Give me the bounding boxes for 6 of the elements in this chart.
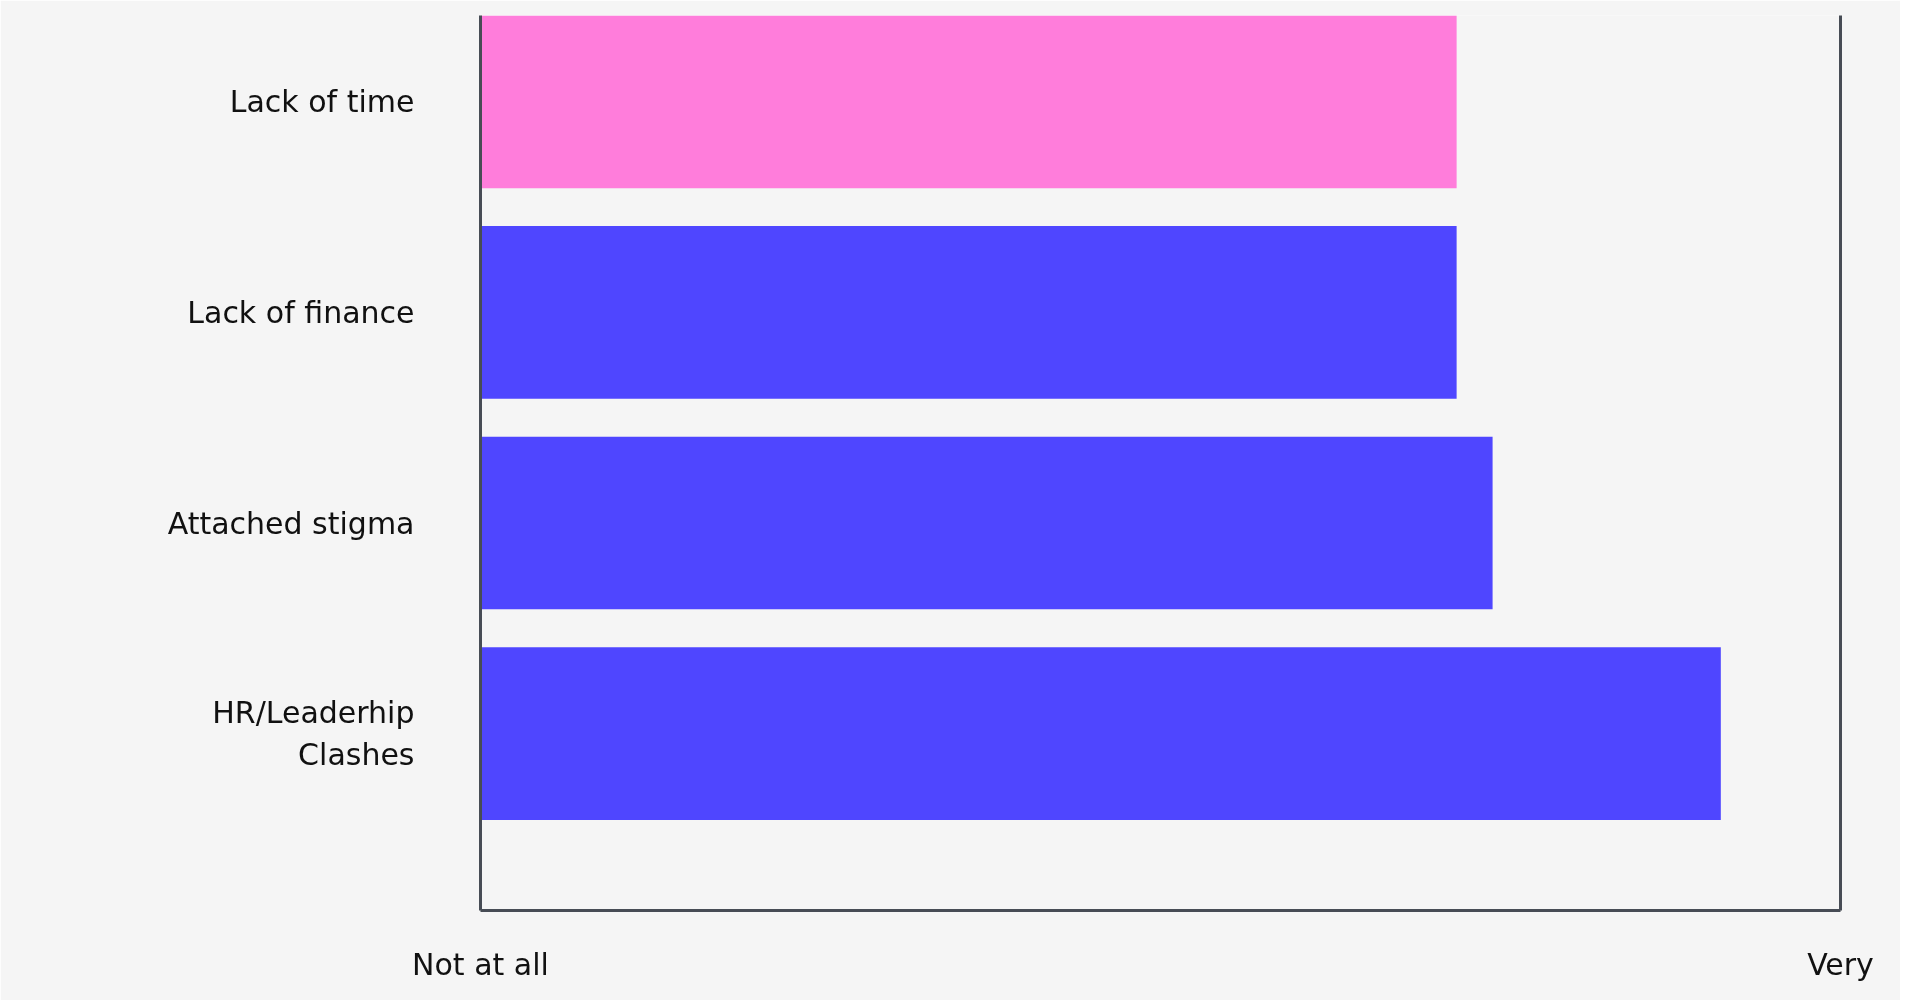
y-tick-label: Lack of finance <box>187 294 415 330</box>
text: Very <box>1807 946 1874 982</box>
text: Not at all <box>412 946 549 982</box>
y-tick-label: HR/Leaderhip Clashes <box>212 695 415 773</box>
y-tick-label: Lack of time <box>229 84 415 120</box>
y-tick-label: Attached stigma <box>167 505 415 541</box>
